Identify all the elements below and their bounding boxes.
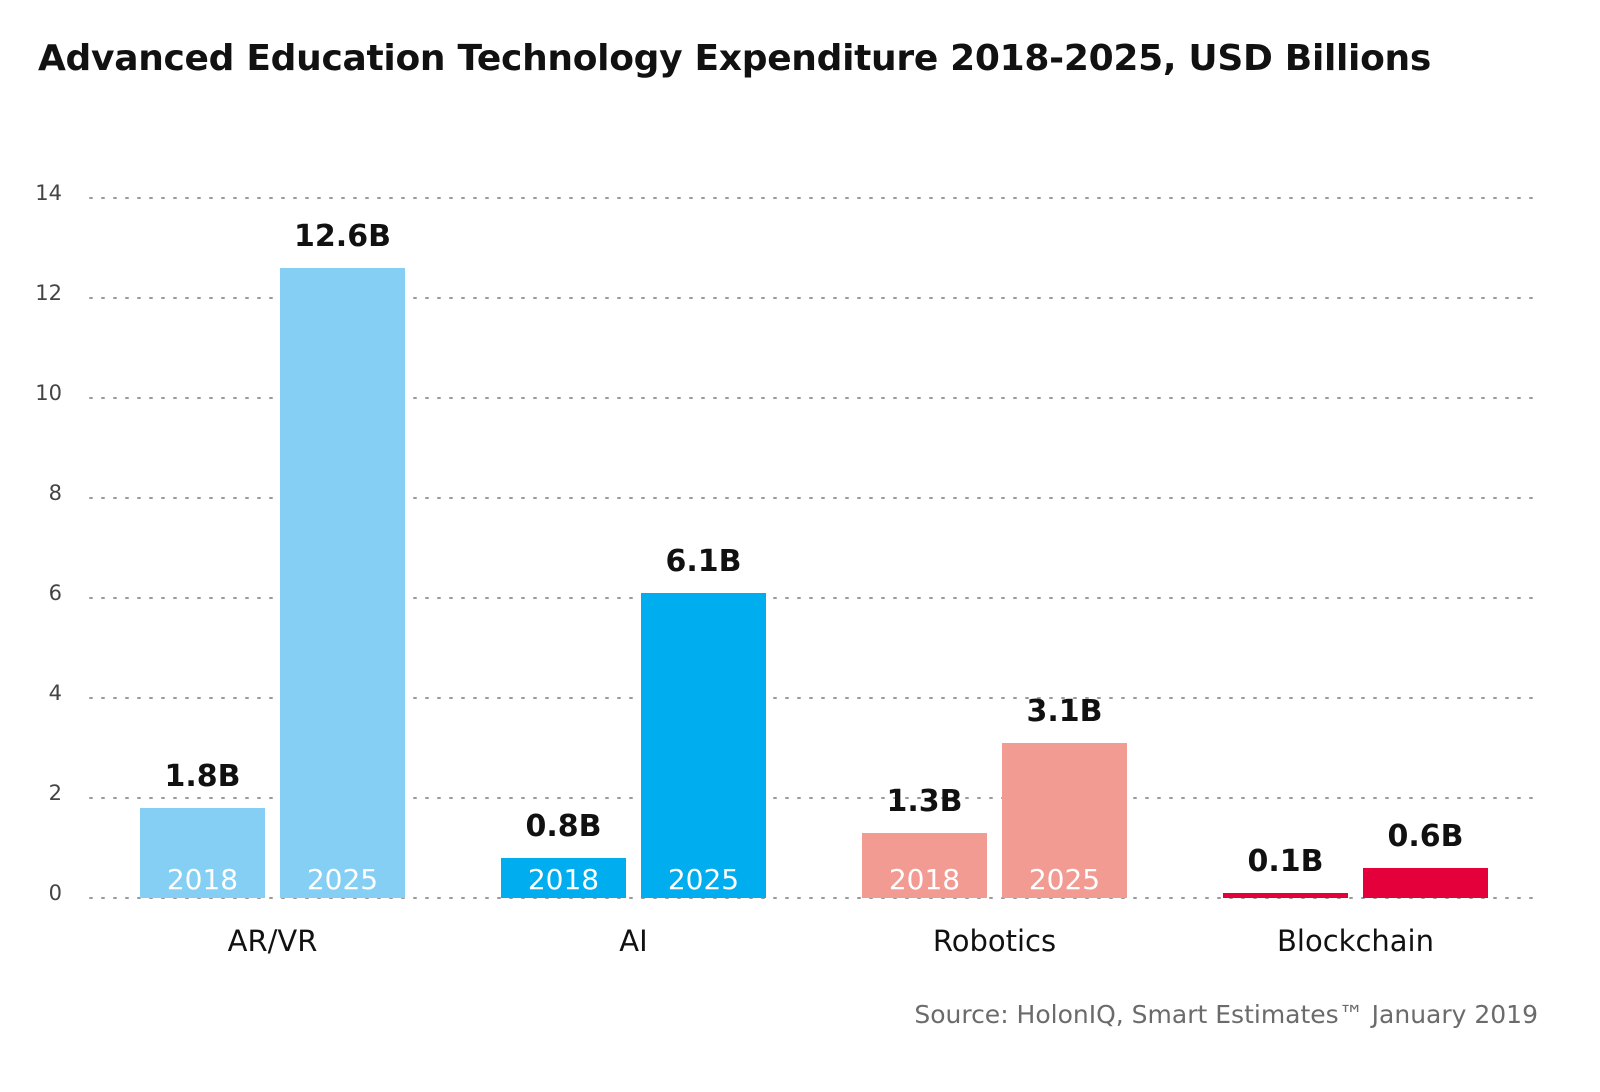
value-label-robotics-2018: 1.3B [886, 784, 962, 819]
category-label-blockchain: Blockchain [1277, 924, 1434, 958]
year-label-ai-2018: 2018 [528, 863, 599, 896]
year-label-ai-2025: 2025 [668, 863, 739, 896]
value-label-ar-vr-2025: 12.6B [294, 219, 391, 254]
category-label-ar-vr: AR/VR [228, 924, 318, 958]
year-label-robotics-2018: 2018 [889, 863, 960, 896]
value-label-blockchain-2025: 0.6B [1387, 819, 1463, 854]
bar-ar-vr-2025 [280, 268, 405, 898]
source-note: Source: HolonIQ, Smart Estimates™ Januar… [914, 1000, 1538, 1029]
bar-robotics-2025 [1002, 743, 1127, 898]
data-labels: 1.8B 2018 12.6B 2025 0.8B 2018 6.1B 2025 1.3B 201… [164, 219, 1463, 896]
y-tick-label-10: 10 [35, 381, 62, 405]
y-tick-label-0: 0 [49, 881, 62, 905]
y-tick-label-2: 2 [49, 781, 62, 805]
bar-ai-2025 [641, 593, 766, 898]
y-axis-ticks: 0 2 4 6 8 10 12 14 [35, 181, 62, 905]
y-tick-label-4: 4 [49, 681, 62, 705]
y-tick-label-12: 12 [35, 281, 62, 305]
year-label-ar-vr-2025: 2025 [307, 863, 378, 896]
bar-blockchain-2018 [1223, 893, 1348, 898]
value-label-ai-2025: 6.1B [665, 544, 741, 579]
year-label-robotics-2025: 2025 [1029, 863, 1100, 896]
year-label-ar-vr-2018: 2018 [167, 863, 238, 896]
chart-title: Advanced Education Technology Expenditur… [38, 38, 1431, 79]
category-label-robotics: Robotics [933, 924, 1056, 958]
category-label-ai: AI [619, 924, 647, 958]
bar-ai-2018 [501, 858, 626, 898]
y-tick-label-6: 6 [49, 581, 62, 605]
value-label-blockchain-2018: 0.1B [1247, 844, 1323, 879]
value-label-ar-vr-2018: 1.8B [164, 759, 240, 794]
value-label-robotics-2025: 3.1B [1026, 694, 1102, 729]
bar-blockchain-2025 [1363, 868, 1488, 898]
bar-robotics-2018 [862, 833, 987, 898]
bars [140, 268, 1488, 898]
x-axis-categories: AR/VR AI Robotics Blockchain [228, 924, 1434, 958]
y-tick-label-8: 8 [49, 481, 62, 505]
y-tick-label-14: 14 [35, 181, 62, 205]
bar-ar-vr-2018 [140, 808, 265, 898]
value-label-ai-2018: 0.8B [525, 809, 601, 844]
